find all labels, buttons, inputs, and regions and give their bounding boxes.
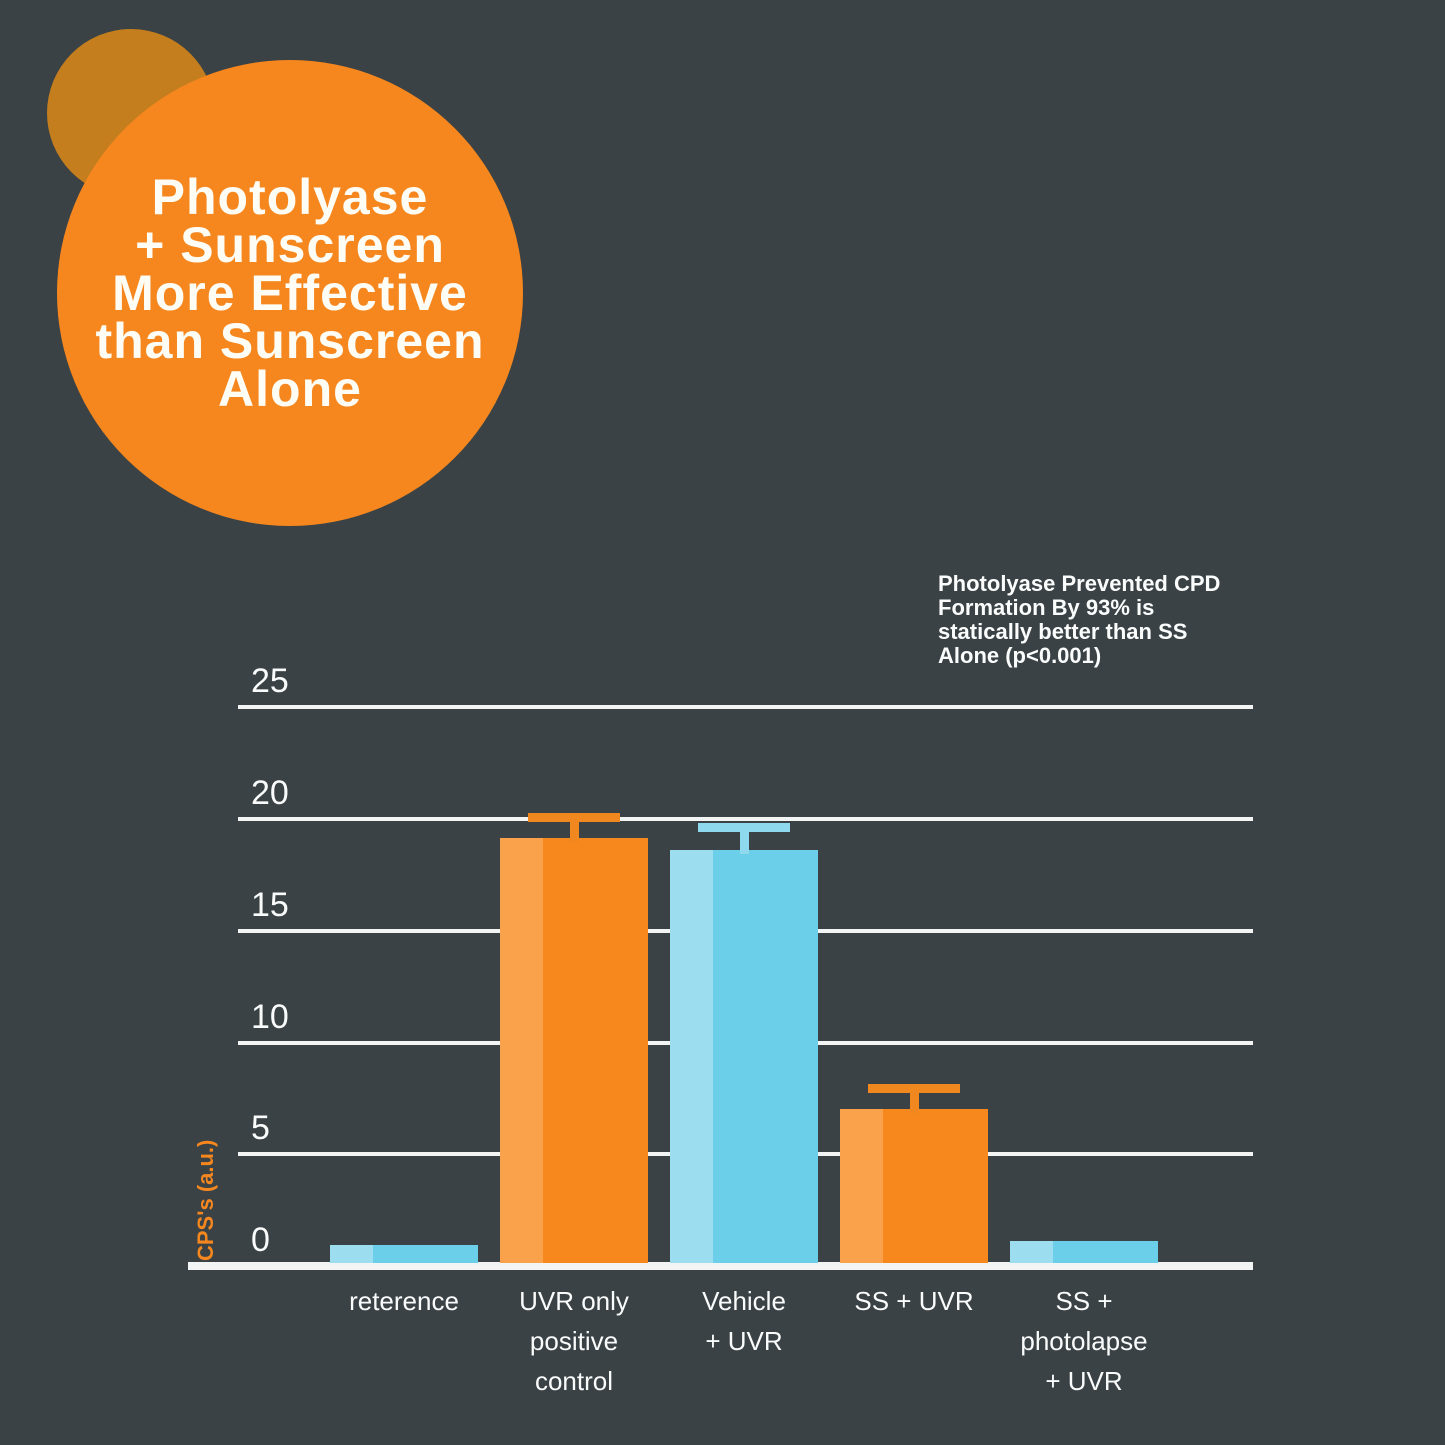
x-category-label-4: SS + UVR [854,1286,974,1316]
y-tick-label-10: 10 [251,997,289,1036]
badge-title: Photolyase + Sunscreen More Effective th… [95,169,485,417]
y-tick-label-25: 25 [251,662,289,701]
title-badge-circle: Photolyase + Sunscreen More Effective th… [57,60,523,526]
error-bar-stem-2 [569,822,579,843]
bar-highlight-3 [670,850,713,1263]
error-bar-stem-4 [909,1093,919,1114]
bar-highlight-1 [330,1245,373,1263]
x-axis-line [188,1262,1253,1270]
x-category-label-1: reterence [349,1286,459,1316]
error-bar-cap-4 [868,1084,960,1094]
y-tick-label-20: 20 [251,774,289,812]
bar-highlight-2 [500,838,543,1263]
error-bar-stem-3 [739,832,749,855]
error-bar-cap-2 [528,813,620,823]
x-category-label-2: UVR only positive control [519,1286,629,1396]
y-tick-label-0: 0 [251,1221,270,1259]
y-tick-label-5: 5 [251,1109,270,1148]
gridline-25 [238,705,1253,710]
bar-highlight-4 [840,1109,883,1263]
bar-highlight-5 [1010,1241,1053,1263]
error-bar-cap-3 [698,823,790,833]
annotation-text: Photolyase Prevented CPD Formation By 93… [938,571,1221,668]
x-category-label-5: SS + photolapse + UVR [1020,1286,1148,1396]
x-category-label-3: Vehicle + UVR [702,1286,786,1356]
gridline-20 [238,817,1253,821]
y-tick-label-15: 15 [251,885,289,924]
